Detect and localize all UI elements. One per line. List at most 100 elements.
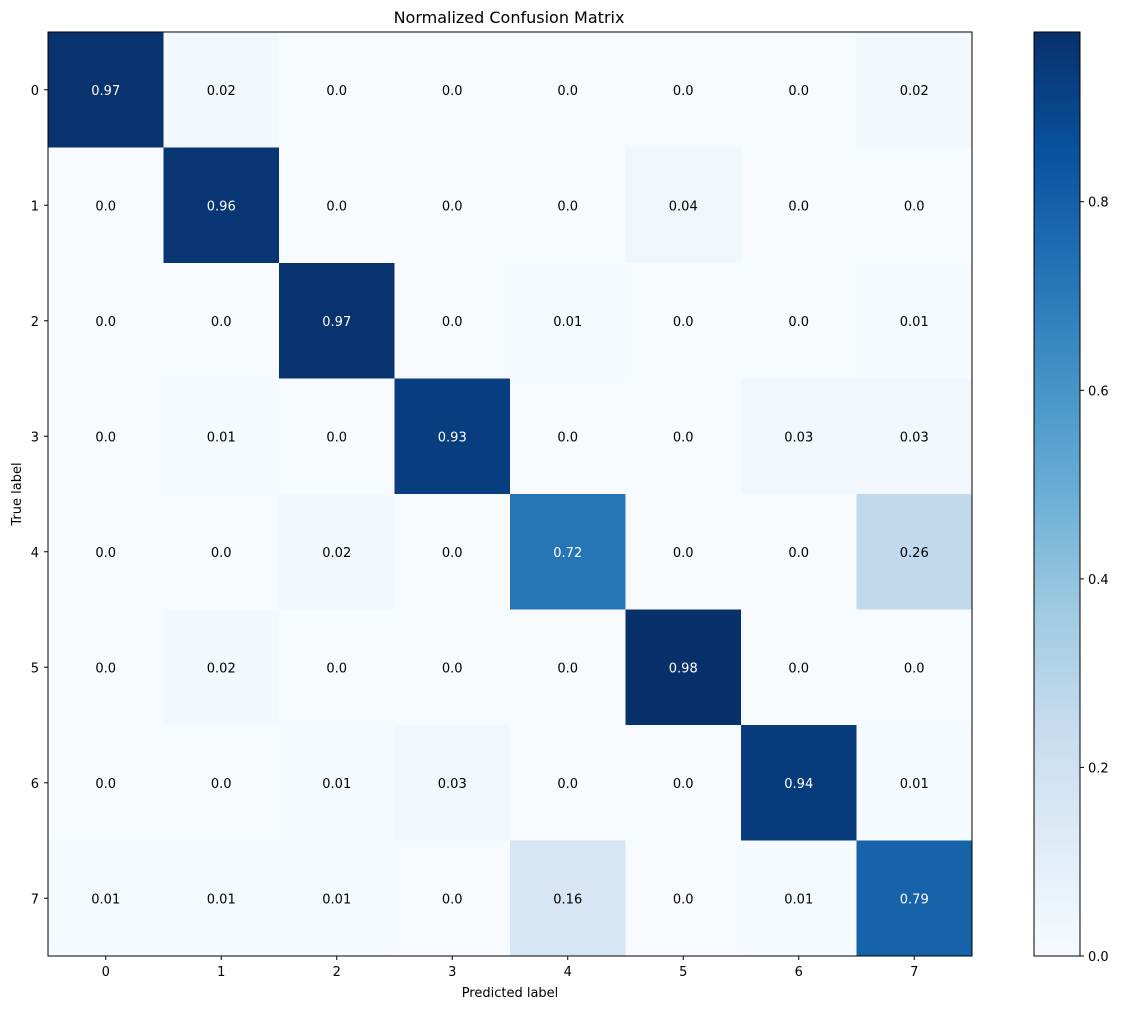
heatmap-cell	[510, 725, 626, 841]
cell-value-label: 0.0	[211, 777, 232, 792]
heatmap-cell	[279, 494, 395, 610]
cell-value-label: 0.0	[788, 546, 809, 561]
cell-value-label: 0.0	[442, 892, 463, 907]
cell-value-label: 0.02	[900, 84, 929, 99]
heatmap-cell	[279, 840, 395, 957]
cell-value-label: 0.0	[557, 661, 578, 676]
cell-value-label: 0.0	[788, 84, 809, 99]
heatmap-cell	[163, 494, 280, 610]
heatmap-cell	[48, 840, 164, 957]
heatmap-cell	[625, 147, 742, 264]
cell-value-label: 0.0	[442, 315, 463, 330]
cell-value-label: 0.0	[211, 546, 232, 561]
cell-value-label: 0.0	[95, 199, 116, 214]
cell-value-label: 0.0	[95, 661, 116, 676]
cell-value-label: 0.0	[557, 430, 578, 445]
x-tick-label: 6	[795, 965, 803, 980]
y-axis-ticks: 0 1 2 3 4 5 6 7	[31, 84, 48, 907]
cell-value-label: 0.96	[207, 199, 236, 214]
cell-value-label: 0.0	[442, 84, 463, 99]
heatmap-cell	[856, 378, 973, 495]
cell-value-label: 0.02	[207, 661, 236, 676]
heatmap-cell	[163, 147, 280, 264]
cell-value-label: 0.0	[326, 199, 347, 214]
cell-value-label: 0.01	[553, 315, 582, 330]
heatmap-cell	[741, 725, 857, 841]
cell-value-label: 0.03	[784, 430, 813, 445]
heatmap-cell	[625, 725, 742, 841]
cell-value-label: 0.0	[557, 777, 578, 792]
cell-value-label: 0.26	[900, 546, 929, 561]
cell-value-label: 0.01	[322, 777, 351, 792]
heatmap-cell	[394, 494, 511, 610]
cell-value-label: 0.03	[900, 430, 929, 445]
heatmap-cell	[856, 725, 973, 841]
colorbar-tick-label: 0.0	[1088, 950, 1109, 965]
heatmap-cell	[625, 263, 742, 379]
heatmap-cell	[163, 609, 280, 726]
plot-frame	[47, 31, 973, 957]
cell-value-label: 0.0	[904, 661, 925, 676]
cell-value-label: 0.01	[784, 892, 813, 907]
heatmap-cell	[741, 494, 857, 610]
heatmap-cell	[856, 840, 973, 957]
heatmap-cell	[48, 494, 164, 610]
cell-value-label: 0.02	[322, 546, 351, 561]
heatmap-cell	[625, 494, 742, 610]
cell-value-label: 0.0	[557, 199, 578, 214]
x-tick-label: 3	[448, 965, 456, 980]
heatmap-cell	[625, 32, 742, 148]
heatmap-cell	[856, 609, 973, 726]
heatmap-cell	[510, 147, 626, 264]
heatmap-cell	[741, 147, 857, 264]
colorbar-tick-label: 0.2	[1088, 761, 1109, 776]
cell-value-label: 0.0	[211, 315, 232, 330]
y-tick-label: 5	[31, 661, 39, 676]
heatmap-cell	[279, 147, 395, 264]
heatmap-cell	[510, 32, 626, 148]
heatmap-cell-labels: 0.97 0.02 0.0 0.0 0.0 0.0 0.0 0.02 0.0 0.96 0.0 0.0…	[91, 84, 928, 908]
heatmap-cell	[625, 840, 742, 957]
chart-title: Normalized Confusion Matrix	[394, 8, 625, 27]
x-tick-label: 2	[333, 965, 341, 980]
cell-value-label: 0.0	[442, 199, 463, 214]
cell-value-label: 0.0	[673, 430, 694, 445]
heatmap-cell	[741, 32, 857, 148]
cell-value-label: 0.72	[553, 546, 582, 561]
heatmap-cell	[510, 494, 626, 610]
heatmap-cell	[510, 263, 626, 379]
heatmap-cell	[741, 263, 857, 379]
heatmap-cell	[163, 378, 280, 495]
x-tick-label: 4	[564, 965, 572, 980]
cell-value-label: 0.03	[438, 777, 467, 792]
colorbar-ticks: 0.0 0.2 0.4 0.6 0.8	[1080, 196, 1109, 965]
cell-value-label: 0.0	[673, 546, 694, 561]
colorbar	[1033, 31, 1081, 957]
heatmap-cell	[279, 609, 395, 726]
colorbar-tick-label: 0.8	[1088, 196, 1109, 211]
cell-value-label: 0.0	[788, 199, 809, 214]
cell-value-label: 0.0	[788, 661, 809, 676]
heatmap-cell	[163, 840, 280, 957]
cell-value-label: 0.94	[784, 777, 813, 792]
heatmap-cell	[48, 147, 164, 264]
cell-value-label: 0.98	[669, 661, 698, 676]
heatmap-cell	[394, 840, 511, 957]
cell-value-label: 0.93	[438, 430, 467, 445]
x-tick-label: 1	[217, 965, 225, 980]
heatmap-cell	[48, 609, 164, 726]
y-tick-label: 3	[31, 430, 39, 445]
cell-value-label: 0.01	[900, 777, 929, 792]
cell-value-label: 0.0	[557, 84, 578, 99]
heatmap-cell	[279, 32, 395, 148]
heatmap-cell	[163, 263, 280, 379]
x-tick-label: 0	[102, 965, 110, 980]
heatmap-cell	[625, 378, 742, 495]
y-tick-label: 1	[31, 199, 39, 214]
colorbar-tick-label: 0.6	[1088, 384, 1109, 399]
heatmap-cell	[279, 263, 395, 379]
x-axis-ticks: 0 1 2 3 4 5 6 7	[102, 956, 918, 980]
heatmap-cell	[163, 725, 280, 841]
heatmap-cell	[510, 378, 626, 495]
